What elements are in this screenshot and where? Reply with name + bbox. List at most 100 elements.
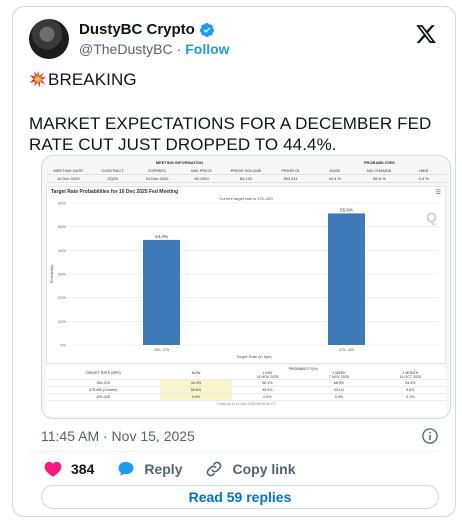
meeting-info-header-row: MEETING DATE CONTRACT EXPIRES MID PRICE PRIO… [46, 167, 446, 175]
meeting-info-title-row: MEETING INFORMATION PROBABILITIES [46, 160, 446, 167]
y-tick-label: 0% [60, 343, 66, 348]
watermark-logo: Q [426, 209, 437, 225]
link-icon [207, 461, 222, 477]
prob-cell-d1: 50.1% [262, 381, 273, 385]
copy-link-button[interactable]: Copy link [204, 459, 296, 479]
prob-col-headers: NOW 1 DAY 14 NOV 2025 1 WEEK 7 NOV 2025 1 MON… [160, 371, 446, 379]
prob-table-footer: * Data as of 14 Nov 2025 08:06:58 CT [216, 402, 276, 406]
prob-col-header: 1 DAY 14 NOV 2025 [232, 371, 303, 379]
prob-col-header-top: 1 MONTH [402, 370, 419, 375]
bar [328, 213, 365, 345]
prob-cell-w1: 66.9% [333, 381, 344, 385]
prob-col-header-date: 14 OCT 2025 [399, 374, 422, 379]
bar-value-label: 44.4% [155, 234, 168, 239]
action-bar: 384 Reply Copy link [43, 459, 318, 479]
prob-cell-now: 55.6% [160, 387, 232, 393]
prob-col-header-date [160, 375, 231, 379]
x-logo-icon[interactable] [415, 23, 437, 45]
y-tick-label: 50% [58, 224, 66, 229]
meeting-info-value: 31 Dec 2025 [145, 176, 169, 181]
meeting-info-table: MEETING INFORMATION PROBABILITIES MEETIN… [46, 160, 446, 186]
reply-bubble-icon [118, 461, 134, 476]
prob-col-header-date: 7 NOV 2025 [328, 374, 349, 379]
read-replies-button[interactable]: Read 59 replies [41, 485, 439, 509]
bar-chart: 0% 10% 20% 30% 40% 50% 60% Probability 44.4% 350–… [49, 201, 439, 359]
chart-menu-icon: ☰ [435, 190, 441, 196]
prob-title: PROBABILITY(%) [288, 366, 318, 371]
prob-cell-m1: 0.1% [406, 395, 415, 399]
copy-link-label: Copy link [232, 461, 296, 477]
prob-cell-w1: 0.0% [334, 395, 343, 399]
follow-button[interactable]: Follow [185, 41, 230, 57]
prob-cell-now: 44.4% [160, 380, 232, 386]
y-tick-label: 60% [58, 201, 66, 206]
prob-cell-now: 0.0% [160, 394, 232, 400]
x-tick-label: 350–375 [154, 347, 170, 352]
meeting-info-value: 60,131 [239, 176, 253, 181]
meeting-info-value: 44.4 % [328, 176, 342, 181]
bar-value-label: 55.6% [340, 207, 353, 212]
tweet-timestamp[interactable]: 11:45 AM · Nov 15, 2025 [41, 428, 195, 444]
meeting-info-header: HIKE [419, 168, 429, 173]
breaking-label: BREAKING [48, 70, 137, 89]
meeting-info-header: MID PRICE [191, 168, 212, 173]
reply-button[interactable]: Reply [116, 459, 182, 479]
chart-title: Target Rate Probabilities for 10 Dec 202… [51, 189, 179, 195]
prob-col-header: 1 MONTH 14 OCT 2025 [375, 371, 446, 379]
meeting-info-value: 55.6 % [373, 176, 386, 181]
y-tick-label: 10% [58, 319, 66, 324]
prob-table-row: 350-375 44.4% 50.1% 66.9% 94.4% [46, 380, 446, 387]
separator-dot: · [176, 41, 182, 57]
prob-cell-d1: 0.0% [263, 395, 272, 399]
prob-table-row: 375-400 (Current) 55.6% 49.9% 33.1% 5.6% [46, 387, 446, 394]
y-tick-label: 30% [58, 272, 66, 277]
prob-table-row: 400-425 0.0% 0.0% 0.0% 0.1% [46, 394, 446, 401]
meeting-info-value: 10 Dec 2025 [56, 176, 80, 181]
prob-cell-rate: 350-375 [96, 381, 110, 385]
meeting-info-value: 0.0 % [418, 176, 429, 181]
meeting-info-header: CONTRACT [101, 168, 124, 173]
x-axis-label: Target Rate (in bps) [236, 354, 272, 359]
prob-col-header-top: 1 DAY [262, 370, 273, 375]
heart-icon [44, 461, 62, 477]
like-button[interactable]: 384 [43, 459, 94, 479]
media-image-fedwatch[interactable]: MEETING INFORMATION PROBABILITIES MEETIN… [41, 155, 451, 419]
author-name-row: DustyBC Crypto [79, 21, 215, 38]
verified-badge-icon [199, 22, 214, 37]
like-count: 384 [71, 461, 95, 477]
meeting-info-value-row: 10 Dec 2025 ZQZ5 31 Dec 2025 96.1900 60,131 3… [46, 175, 446, 183]
prob-cell-rate: 375-400 (Current) [88, 388, 118, 392]
x-tick-label: 375–400 [339, 347, 355, 352]
y-tick-label: 20% [58, 295, 66, 300]
meeting-info-value: 96.1900 [194, 176, 209, 181]
tweet-text-body: MARKET EXPECTATIONS FOR A DECEMBER FED R… [29, 114, 432, 154]
prob-header-group: PROBABILITY(%) NOW 1 DAY 14 NOV 2025 1 WEEK… [160, 367, 446, 379]
avatar[interactable] [29, 19, 69, 59]
prob-col-header: 1 WEEK 7 NOV 2025 [303, 371, 374, 379]
reply-label: Reply [144, 461, 183, 477]
prob-col-header: NOW [160, 371, 231, 379]
meeting-info-value: ZQZ5 [107, 176, 118, 181]
prob-col-header-top: NOW [191, 370, 201, 375]
probabilities-title: PROBABILITIES [363, 160, 395, 165]
author-name[interactable]: DustyBC Crypto [79, 21, 195, 38]
y-tick-label: 40% [58, 248, 66, 253]
prob-cell-d1: 49.9% [262, 388, 273, 392]
chart-subtitle: Current target rate is 375–400 [219, 196, 273, 201]
handle-row: @TheDustyBC · Follow [79, 41, 230, 57]
prob-table-body: 350-375 44.4% 50.1% 66.9% 94.4% 375-400 (Curr… [46, 380, 446, 401]
divider [29, 451, 439, 452]
chart-panel: Target Rate Probabilities for 10 Dec 202… [46, 186, 446, 364]
prob-table-head: TARGET RATE (BPS) PROBABILITY(%) NOW 1 DA… [46, 366, 446, 380]
info-icon[interactable] [421, 427, 439, 445]
prob-col-header-date: 14 NOV 2025 [256, 374, 279, 379]
collision-emoji-icon [29, 70, 47, 88]
author-handle[interactable]: @TheDustyBC [79, 41, 173, 57]
prob-col-header-top: 1 WEEK [332, 370, 346, 375]
tweet-card: DustyBC Crypto @TheDustyBC · Follow BREA… [12, 6, 456, 517]
bar [143, 239, 180, 345]
meeting-info-header: PRIOR VOLUME [230, 168, 262, 173]
meeting-info-title: MEETING INFORMATION [155, 160, 203, 165]
meeting-info-value: 394,411 [283, 176, 298, 181]
tweet-text-breaking: BREAKING [29, 69, 439, 90]
